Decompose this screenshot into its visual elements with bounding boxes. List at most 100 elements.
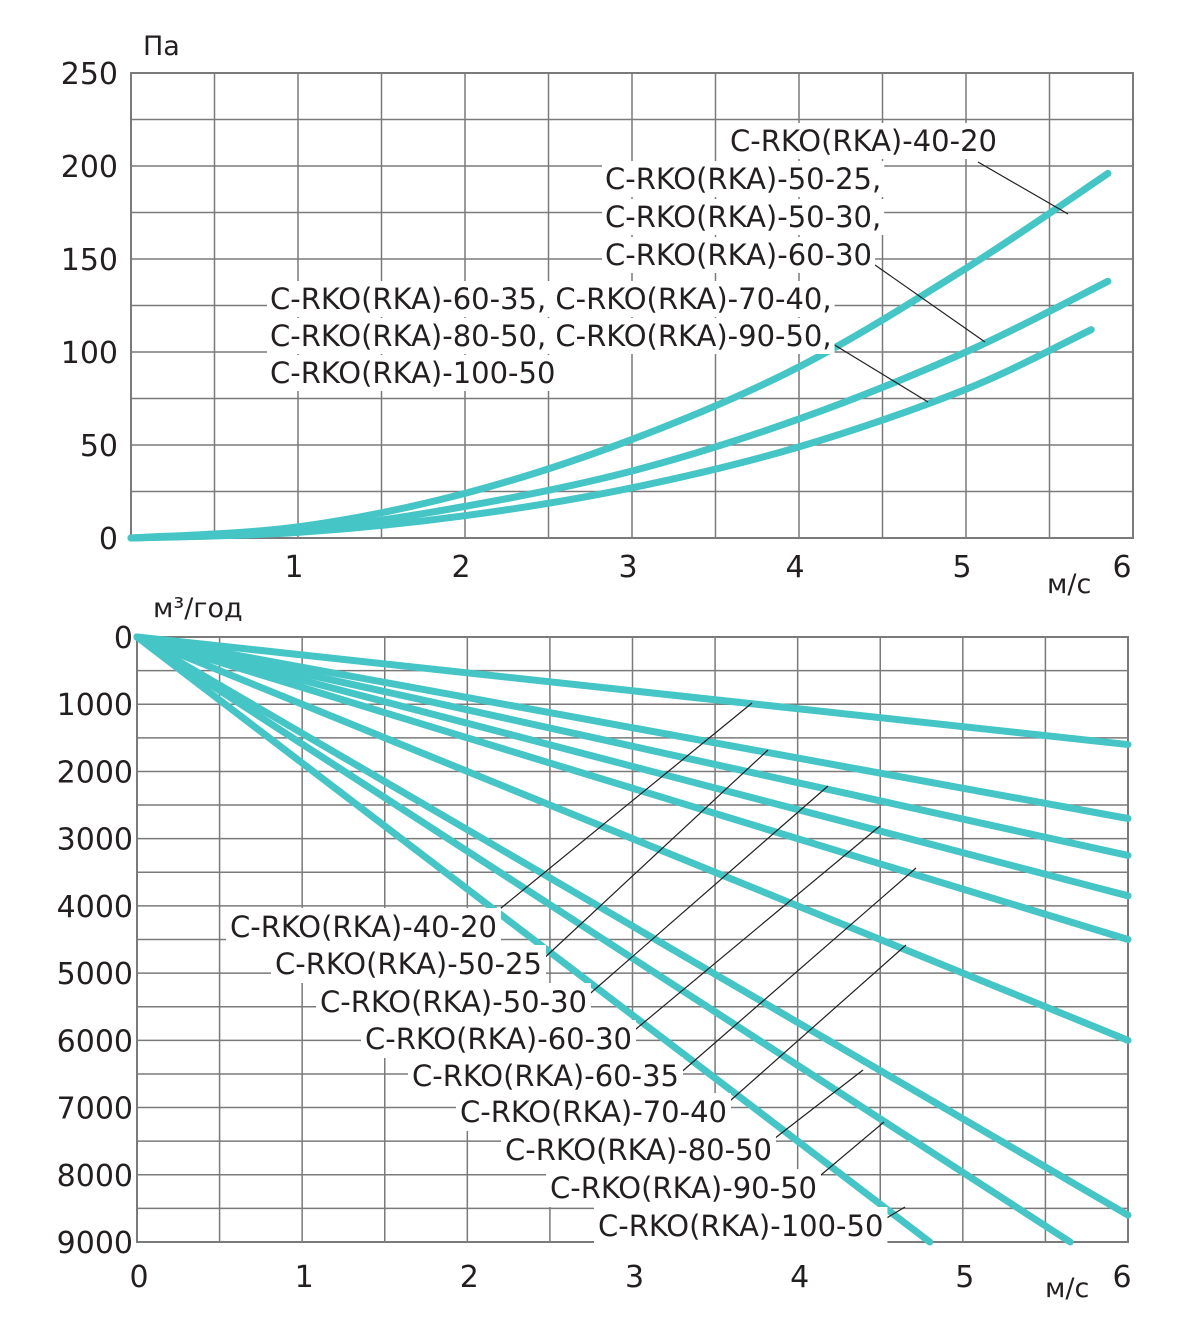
label-background <box>546 1169 821 1207</box>
y-tick-label: 3000 <box>57 823 133 858</box>
tick-background <box>54 1226 135 1261</box>
series-label: C-RKO(RKA)-60-35, C-RKO(RKA)-70-40, <box>270 282 832 316</box>
y-tick-label: 6000 <box>57 1024 133 1059</box>
series-label: C-RKO(RKA)-50-25, <box>605 162 881 196</box>
y-tick-label: 5000 <box>57 957 133 992</box>
tick-background <box>54 889 135 925</box>
leader-line <box>584 785 829 999</box>
leader-line <box>977 161 1069 215</box>
label-background <box>602 161 885 197</box>
x-tick-label: 2 <box>460 1260 479 1295</box>
x-tick-label: 0 <box>129 1260 148 1295</box>
y-tick-label: 0 <box>99 522 118 557</box>
label-background <box>271 945 546 983</box>
y-tick-label: 50 <box>80 429 118 464</box>
series-line <box>133 633 1132 859</box>
leader-line <box>874 264 986 343</box>
series-label: C-RKO(RKA)-60-35 <box>412 1059 679 1093</box>
series-line <box>133 633 1132 1219</box>
label-background <box>316 983 591 1021</box>
label-background <box>602 237 875 273</box>
y-tick-label: 1000 <box>57 688 133 723</box>
x-tick-label: 4 <box>785 550 804 585</box>
y-tick-label: 100 <box>61 336 118 371</box>
x-tick-label: 5 <box>952 550 971 585</box>
x-axis-label: м/с <box>1045 1273 1089 1304</box>
series-label: C-RKO(RKA)-40-20 <box>230 910 497 944</box>
y-tick-label: 150 <box>61 243 118 278</box>
x-tick-label: 4 <box>790 1260 809 1295</box>
label-background <box>267 355 559 391</box>
series-label: C-RKO(RKA)-60-30 <box>605 238 872 272</box>
x-axis-label: м/с <box>1047 569 1091 600</box>
x-tick-label: 1 <box>295 1260 314 1295</box>
label-background <box>456 1093 731 1131</box>
label-background <box>594 1207 888 1245</box>
series-label: C-RKO(RKA)-100-50 <box>270 356 555 390</box>
tick-background <box>111 621 135 656</box>
label-background <box>501 1131 776 1169</box>
label-background <box>602 199 885 235</box>
series-label: C-RKO(RKA)-40-20 <box>730 124 997 158</box>
x-tick-label: 1 <box>284 550 303 585</box>
y-tick-label: 8000 <box>57 1159 133 1194</box>
series-label: C-RKO(RKA)-50-30 <box>320 985 587 1019</box>
leader-line <box>814 1121 885 1181</box>
series-label: C-RKO(RKA)-80-50, C-RKO(RKA)-90-50, <box>270 319 832 353</box>
series-label: C-RKO(RKA)-90-50 <box>550 1171 817 1205</box>
series-curve <box>127 326 1095 542</box>
x-tick-label: 3 <box>625 1260 644 1295</box>
tick-background <box>54 755 135 791</box>
leader-line <box>539 749 769 963</box>
y-tick-label: 0 <box>114 621 133 656</box>
pressure-chart: 0 50 100 150 200 250 1 2 3 4 5 6 Па м/с C-RKO(RKA)-40-… <box>61 31 1134 600</box>
y-tick-label: 9000 <box>57 1226 133 1261</box>
x-tick-label: 5 <box>955 1260 974 1295</box>
series-label: C-RKO(RKA)-50-25 <box>275 947 542 981</box>
plot-frame <box>130 72 1134 539</box>
y-axis-label: м³/год <box>153 593 243 624</box>
series-line <box>133 633 1132 1044</box>
tick-background <box>54 1091 135 1127</box>
tick-background <box>54 1158 135 1194</box>
series-label: C-RKO(RKA)-100-50 <box>598 1209 883 1243</box>
series-line <box>133 633 1132 900</box>
tick-background <box>54 688 135 724</box>
series-label: C-RKO(RKA)-70-40 <box>460 1095 727 1129</box>
y-axis-label: Па <box>143 31 180 62</box>
label-background <box>361 1020 636 1058</box>
label-background <box>267 318 835 354</box>
y-tick-label: 7000 <box>57 1092 133 1127</box>
leader-line <box>677 867 917 1076</box>
y-tick-label: 4000 <box>57 890 133 925</box>
series-curve <box>127 169 1112 542</box>
series-line <box>133 633 1132 749</box>
x-tick-label: 6 <box>1112 1260 1131 1295</box>
label-background <box>267 281 835 317</box>
y-tick-label: 2000 <box>57 755 133 790</box>
label-background <box>408 1057 683 1095</box>
leader-line <box>629 825 881 1035</box>
label-background <box>727 123 1000 159</box>
tick-background <box>54 957 135 993</box>
tick-background <box>54 1024 135 1060</box>
leader-line <box>721 944 907 1109</box>
x-tick-label: 6 <box>1112 550 1131 585</box>
x-tick-label: 2 <box>451 550 470 585</box>
y-tick-label: 250 <box>61 57 118 92</box>
label-background <box>226 908 501 946</box>
series-label: C-RKO(RKA)-80-50 <box>505 1133 772 1167</box>
series-line <box>133 633 1132 943</box>
series-label: C-RKO(RKA)-60-30 <box>365 1022 632 1056</box>
series-label: C-RKO(RKA)-50-30, <box>605 200 881 234</box>
tick-background <box>54 822 135 858</box>
series-line <box>133 633 934 1246</box>
x-tick-label: 3 <box>618 550 637 585</box>
leader-line <box>769 1069 864 1143</box>
series-line <box>133 633 1132 822</box>
leader-line <box>494 702 753 914</box>
y-tick-label: 200 <box>61 150 118 185</box>
series-line <box>133 633 1074 1246</box>
